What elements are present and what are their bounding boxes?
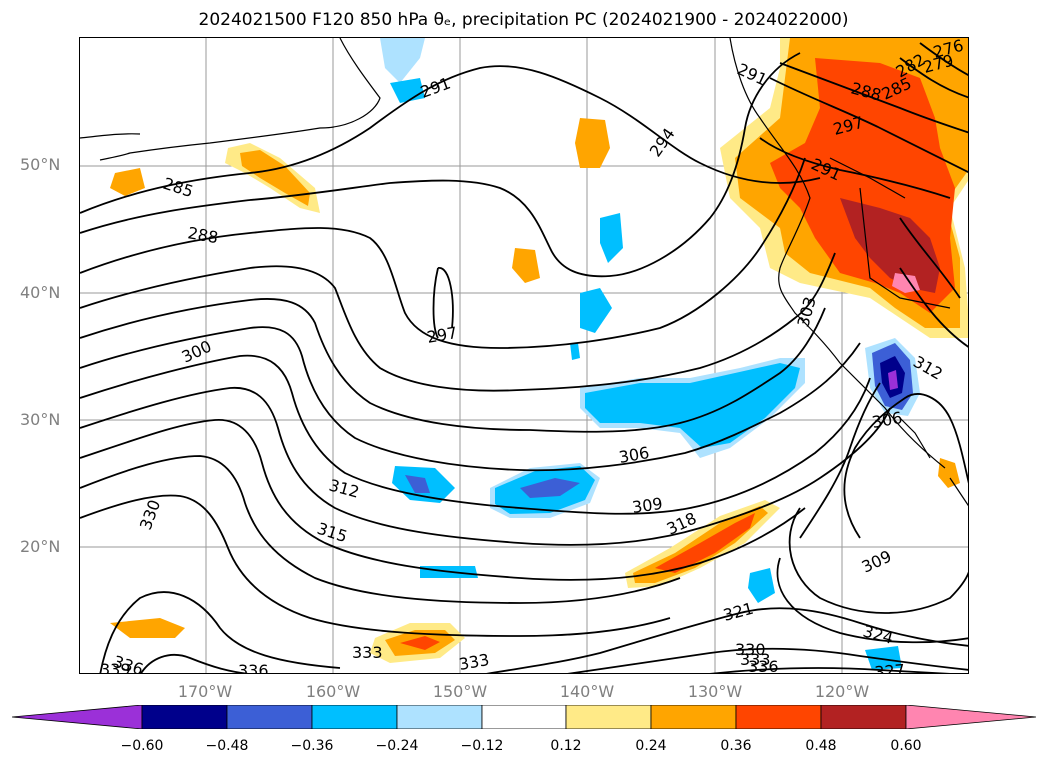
colorbar-tick: 0.36	[720, 738, 752, 754]
colorbar-tick: −0.48	[205, 738, 249, 754]
colorbar-segment	[226, 705, 313, 729]
contour-label: 312	[327, 476, 361, 502]
precip-negative	[380, 38, 920, 670]
contour-label: 309	[859, 546, 895, 576]
contour-label: 321	[721, 599, 755, 625]
theta-e-contours	[80, 42, 968, 673]
map-canvas: 285 288 291 291 291 294 297 300 303 306 …	[80, 38, 968, 674]
lat-label-50n: 50°N	[20, 155, 61, 174]
contour-label: 291	[418, 73, 453, 101]
colorbar-segment	[565, 705, 652, 729]
colorbar-segment	[650, 705, 737, 729]
contour-label: 333	[352, 643, 383, 662]
lon-label-120w: 120°W	[814, 682, 870, 701]
colorbar-segment	[481, 705, 567, 729]
colorbar-segment	[141, 705, 228, 729]
contour-label: 324	[861, 622, 895, 648]
contour-label: 288	[186, 223, 219, 247]
lon-label-140w: 140°W	[559, 682, 615, 701]
colorbar-tick: −0.24	[375, 738, 419, 754]
lon-label-160w: 160°W	[305, 682, 361, 701]
colorbar-tick: 0.24	[635, 738, 667, 754]
lat-label-30n: 30°N	[20, 410, 61, 429]
contour-label: 336	[748, 657, 779, 674]
colorbar-segment	[735, 705, 822, 729]
lat-label-20n: 20°N	[20, 537, 61, 556]
contour-label: 336	[238, 661, 269, 674]
contour-label: 315	[315, 519, 350, 547]
colorbar-extend-high	[905, 705, 1036, 729]
coastlines	[80, 38, 968, 507]
contour-label: 306	[870, 408, 903, 432]
colorbar-extend-low	[12, 705, 143, 729]
contour-label: 309	[631, 494, 664, 517]
colorbar-tick: 0.12	[550, 738, 582, 754]
colorbar-segment	[396, 705, 483, 729]
contour-label: 291	[734, 59, 770, 89]
lat-label-40n: 40°N	[20, 283, 61, 302]
contour-label: 285	[161, 174, 196, 202]
contour-label: 306	[617, 443, 650, 467]
map-panel: 285 288 291 291 291 294 297 300 303 306 …	[79, 37, 969, 674]
colorbar-tick: −0.60	[120, 738, 164, 754]
contour-label: 330	[735, 640, 766, 659]
colorbar-tick: 0.60	[890, 738, 922, 754]
contour-label: 333	[457, 650, 490, 674]
contour-label: 276	[931, 38, 965, 62]
contour-label: 303	[794, 295, 820, 329]
colorbar-tick: −0.36	[290, 738, 334, 754]
lon-label-130w: 130°W	[687, 682, 743, 701]
contour-label: 330	[136, 497, 164, 532]
colorbar-tick: 0.48	[805, 738, 837, 754]
figure-title: 2024021500 F120 850 hPa θₑ, precipitatio…	[198, 10, 849, 30]
contour-label: 333	[740, 650, 771, 669]
colorbar-segment	[311, 705, 398, 729]
colorbar	[12, 705, 1036, 729]
contour-label: 327	[874, 660, 906, 674]
lon-label-150w: 150°W	[432, 682, 488, 701]
colorbar-tick: −0.12	[460, 738, 504, 754]
contour-label: 339	[100, 660, 131, 674]
colorbar-segment	[820, 705, 907, 729]
lon-label-170w: 170°W	[177, 682, 233, 701]
